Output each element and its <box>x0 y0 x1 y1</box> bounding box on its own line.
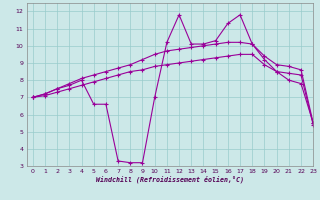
X-axis label: Windchill (Refroidissement éolien,°C): Windchill (Refroidissement éolien,°C) <box>96 176 244 183</box>
